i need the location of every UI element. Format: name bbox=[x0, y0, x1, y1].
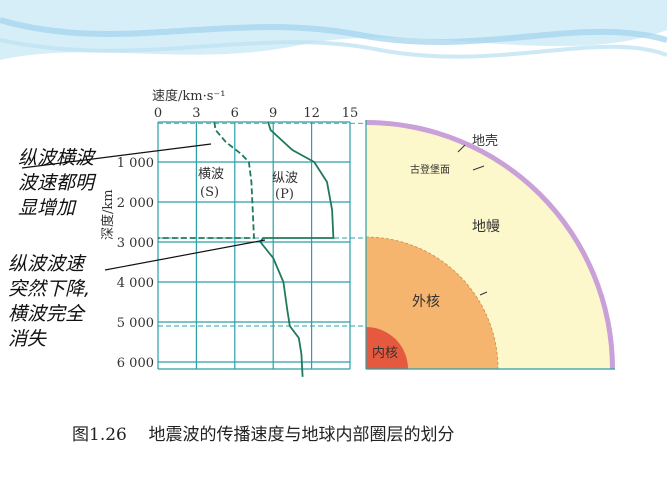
y-tick-label: 3 000 bbox=[117, 236, 154, 251]
x-tick-label: 0 bbox=[154, 106, 162, 121]
inner-core-label: 内核 bbox=[372, 345, 398, 361]
y-tick-label: 6 000 bbox=[117, 356, 154, 371]
p-wave-curve bbox=[259, 121, 335, 377]
x-tick-label: 9 bbox=[269, 106, 277, 121]
crust-label: 地壳 bbox=[472, 134, 498, 149]
velocity-depth-chart: 速度/km·s⁻¹ 0 3 6 9 12 15 1 000 2 000 3 000 4 000 5 … bbox=[100, 88, 366, 377]
x-axis-label: 速度/km·s⁻¹ bbox=[152, 88, 225, 104]
p-wave-label-sub: (P) bbox=[275, 187, 294, 202]
slide-banner bbox=[0, 0, 667, 60]
pointer-line-increase bbox=[21, 143, 212, 169]
figure-caption: 图1.26 地震波的传播速度与地球内部圈层的划分 bbox=[72, 425, 455, 445]
mantle-label: 地幔 bbox=[472, 219, 500, 235]
x-tick-label: 6 bbox=[231, 106, 239, 121]
outer-core-label: 外核 bbox=[412, 294, 440, 310]
x-tick-label: 15 bbox=[342, 106, 359, 121]
earth-layers-diagram: 地壳 古登堡面 地幔 外核 内核 bbox=[365, 120, 615, 370]
pointer-line-drop bbox=[104, 239, 266, 271]
inner-core-layer bbox=[366, 327, 408, 369]
s-wave-label-sub: (S) bbox=[200, 185, 219, 200]
y-tick-label: 1 000 bbox=[117, 156, 154, 171]
x-tick-label: 12 bbox=[303, 106, 320, 121]
p-wave-label: 纵波 bbox=[272, 171, 298, 186]
x-tick-label: 3 bbox=[192, 106, 200, 121]
annotation-increase: 纵波横波 波速都明 显增加 bbox=[18, 147, 95, 219]
s-wave-curve bbox=[158, 121, 255, 239]
outer-core-layer bbox=[365, 236, 499, 370]
y-axis-label: 深度/km bbox=[100, 189, 116, 240]
y-tick-label: 2 000 bbox=[117, 196, 154, 211]
y-tick-label: 5 000 bbox=[117, 316, 154, 331]
gutenberg-label: 古登堡面 bbox=[410, 163, 450, 176]
s-wave-label: 横波 bbox=[198, 167, 224, 182]
y-tick-label: 4 000 bbox=[117, 276, 154, 291]
annotation-drop: 纵波波速 突然下降, 横波完全 消失 bbox=[8, 253, 91, 350]
